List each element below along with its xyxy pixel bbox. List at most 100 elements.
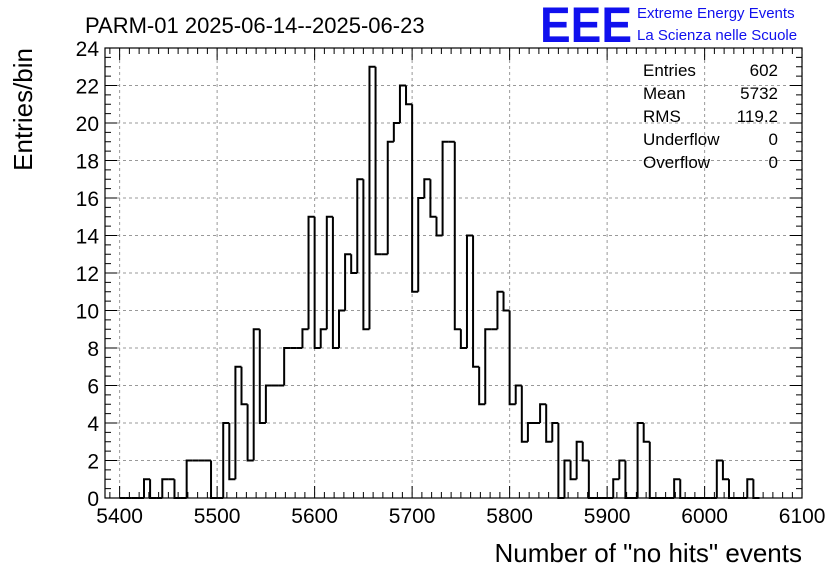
histogram-bin xyxy=(374,66,382,256)
y-tick-label: 0 xyxy=(87,488,99,511)
stats-overflow-label: Overflow xyxy=(643,153,711,172)
chart-title: PARM-01 2025-06-14--2025-06-23 xyxy=(85,13,425,38)
histogram-bin xyxy=(636,422,644,498)
histogram-bin xyxy=(362,179,370,331)
tick-labels: 5400 5500 5600 5700 5800 5900 6000 610002468101… xyxy=(76,38,826,528)
y-tick-label: 24 xyxy=(76,38,100,61)
stats-underflow-label: Underflow xyxy=(643,130,720,149)
histogram-bin xyxy=(545,404,553,443)
histogram-bin xyxy=(228,423,236,481)
histogram-bin xyxy=(222,422,230,498)
histogram-bin xyxy=(344,253,352,311)
histogram-bin xyxy=(502,291,510,312)
y-tick-label: 22 xyxy=(76,76,99,99)
histogram-bin xyxy=(435,216,443,237)
logo-line-1: Extreme Energy Events xyxy=(637,5,795,22)
x-tick-label: 5600 xyxy=(291,505,338,528)
histogram-bin xyxy=(411,104,419,293)
histogram-bin xyxy=(514,384,522,405)
histogram-bin xyxy=(283,347,291,386)
histogram-bin xyxy=(423,178,431,198)
y-tick-label: 20 xyxy=(76,113,99,136)
histogram-bin xyxy=(331,216,339,349)
histogram-bin xyxy=(240,366,248,406)
histogram-bin xyxy=(642,423,650,443)
stats-mean-value: 5732 xyxy=(740,84,778,103)
histogram-bin xyxy=(264,384,272,423)
histogram-bin xyxy=(350,254,358,274)
histogram-bin xyxy=(715,459,723,498)
y-tick-label: 2 xyxy=(87,451,99,474)
histogram-bin xyxy=(368,65,376,330)
stats-entries-value: 602 xyxy=(750,61,778,80)
y-tick-label: 8 xyxy=(87,338,99,361)
histogram-bin xyxy=(569,460,577,481)
histogram-bin xyxy=(581,441,589,462)
histogram-bin xyxy=(526,422,534,442)
histogram-bin xyxy=(484,328,492,405)
x-axis-title: Number of "no hits" events xyxy=(495,538,803,568)
histogram-bin xyxy=(417,197,425,292)
x-tick-label: 5400 xyxy=(96,505,143,528)
histogram-bin xyxy=(721,460,729,481)
histogram-bin xyxy=(143,478,151,498)
histogram-bin xyxy=(472,235,480,368)
y-tick-label: 4 xyxy=(87,413,99,436)
histogram-bin xyxy=(453,141,461,331)
histogram-bin xyxy=(356,178,364,273)
histogram-bin xyxy=(441,140,449,236)
stats-overflow-value: 0 xyxy=(769,153,778,172)
histogram-bin xyxy=(618,459,626,480)
y-tick-label: 18 xyxy=(76,151,99,174)
histogram-bin xyxy=(508,310,516,406)
histogram-bin xyxy=(673,478,681,498)
histogram-bin xyxy=(319,328,327,348)
histogram-bin xyxy=(520,385,528,443)
y-tick-label: 12 xyxy=(76,263,99,286)
histogram-bin xyxy=(496,290,504,330)
histogram-bin xyxy=(551,422,559,442)
stats-entries-label: Entries xyxy=(643,61,696,80)
x-tick-label: 6000 xyxy=(681,505,728,528)
x-tick-label: 5900 xyxy=(584,505,631,528)
y-tick-label: 14 xyxy=(76,226,100,249)
histogram-bin xyxy=(386,140,394,255)
histogram-bin xyxy=(325,215,333,330)
x-tick-label: 5500 xyxy=(194,505,241,528)
histogram-bin xyxy=(465,234,474,348)
stats-box: Entries 602 Mean 5732 RMS 119.2 Underflo… xyxy=(643,61,778,172)
y-tick-label: 16 xyxy=(76,188,99,211)
stats-rms-label: RMS xyxy=(643,107,681,126)
histogram-bin xyxy=(563,459,571,498)
histogram-bin xyxy=(234,365,242,480)
histogram-bin xyxy=(539,403,547,423)
histogram-bin xyxy=(392,122,400,142)
logo-mark: EEE xyxy=(540,0,632,53)
histogram-bin xyxy=(612,478,620,498)
logo-line-2: La Scienza nelle Scuole xyxy=(637,27,797,44)
x-tick-label: 5700 xyxy=(389,505,436,528)
histogram-bin xyxy=(252,328,260,461)
stats-underflow-value: 0 xyxy=(769,130,778,149)
y-axis-title: Entries/bin xyxy=(8,48,38,171)
axis-ticks xyxy=(105,47,802,499)
stats-rms-value: 119.2 xyxy=(737,107,778,126)
histogram-bin xyxy=(459,329,467,349)
histogram-bin xyxy=(307,215,315,330)
histogram-bin xyxy=(478,366,486,406)
histogram-bin xyxy=(301,328,309,348)
histogram-bin xyxy=(338,309,346,348)
histogram-bin xyxy=(429,179,437,218)
eee-logo: EEE Extreme Energy Events La Scienza nel… xyxy=(540,0,797,53)
histogram-bin xyxy=(185,459,193,498)
histogram-bin xyxy=(258,329,266,424)
histogram-bin xyxy=(313,216,321,349)
histogram-bin xyxy=(405,85,413,106)
histogram-bin xyxy=(575,440,583,480)
histogram-bin xyxy=(246,404,254,462)
x-tick-label: 5800 xyxy=(486,505,533,528)
x-tick-label: 6100 xyxy=(779,505,826,528)
histogram-bin xyxy=(161,478,169,498)
stats-mean-label: Mean xyxy=(643,84,686,103)
